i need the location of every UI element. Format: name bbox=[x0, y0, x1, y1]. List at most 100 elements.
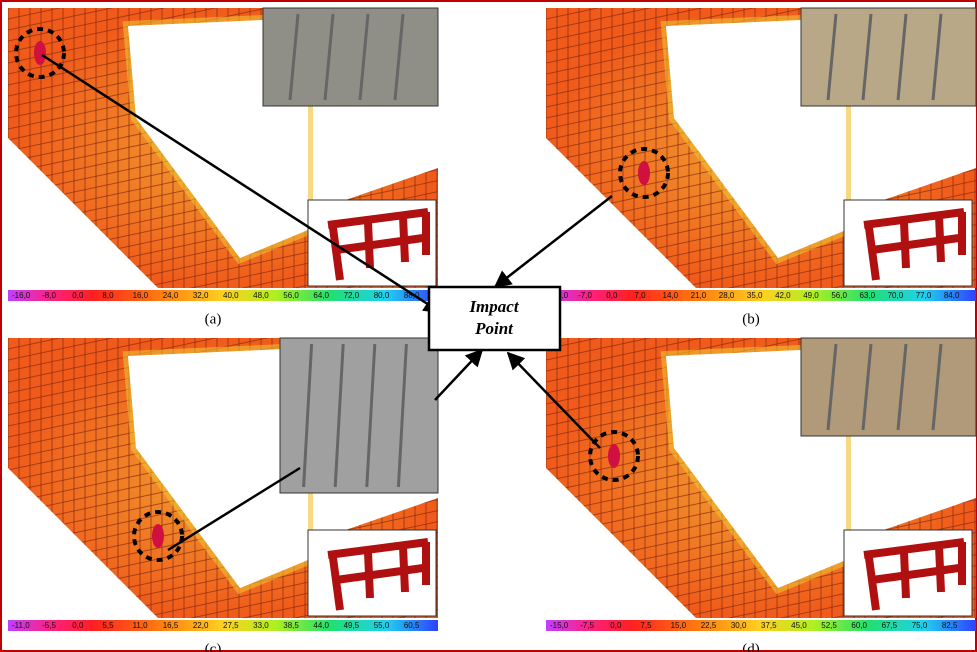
scale-label: 8,0 bbox=[102, 291, 114, 300]
scale-label: 37,5 bbox=[761, 621, 777, 630]
color-bar bbox=[546, 620, 976, 631]
impact-circle bbox=[14, 27, 66, 79]
scale-label: 5,5 bbox=[102, 621, 114, 630]
callout-text: Impact bbox=[468, 297, 519, 316]
scale-label: 67,5 bbox=[882, 621, 898, 630]
impact-spot bbox=[638, 161, 650, 185]
photo-detail bbox=[931, 13, 943, 101]
panel: -14,0-7,00,07,014,021,028,035,042,049,05… bbox=[546, 7, 977, 327]
photo-detail bbox=[396, 343, 408, 488]
scale-label: 64,0 bbox=[313, 291, 329, 300]
inset-frame bbox=[327, 538, 430, 611]
scale-label: 16,5 bbox=[163, 621, 179, 630]
inset-frame bbox=[863, 208, 966, 281]
scale-label: 24,0 bbox=[163, 291, 179, 300]
arrow bbox=[506, 351, 601, 449]
photo-detail bbox=[896, 13, 908, 101]
scale-label: 27,5 bbox=[223, 621, 239, 630]
inset-frame bbox=[863, 538, 966, 611]
arrow bbox=[434, 348, 484, 401]
scale-label: 44,0 bbox=[313, 621, 329, 630]
scale-label: 48,0 bbox=[253, 291, 269, 300]
scale-label: 0,0 bbox=[606, 291, 618, 300]
scale-label: 0,0 bbox=[72, 621, 84, 630]
color-scale: -11,0 -5,5 0,0 5,5 11,0 16,5 22,0 27,5 33,0 38,5 4… bbox=[8, 620, 438, 631]
scale-label: -7,5 bbox=[580, 621, 594, 630]
scale-label: -11,0 bbox=[12, 621, 30, 630]
scale-label: 55,0 bbox=[374, 621, 390, 630]
scale-label: 42,0 bbox=[775, 291, 791, 300]
scale-label: 63,0 bbox=[859, 291, 875, 300]
impact-spot bbox=[152, 524, 164, 548]
color-bar bbox=[546, 290, 976, 301]
scale-label: -5,5 bbox=[42, 621, 56, 630]
scale-label: 60,5 bbox=[404, 621, 420, 630]
scale-label: -16,0 bbox=[12, 291, 31, 300]
panels: -16,0 -8,0 0,0 8,0 16,0 24,0 32,0 40,0 48,0 56,0 6… bbox=[8, 7, 977, 652]
scale-label: 22,0 bbox=[193, 621, 209, 630]
scale-label: 0,0 bbox=[72, 291, 84, 300]
impact-circle bbox=[618, 147, 670, 199]
scale-label: 82,5 bbox=[942, 621, 958, 630]
scale-label: 21,0 bbox=[691, 291, 707, 300]
scale-label: 75,0 bbox=[912, 621, 928, 630]
inset-photo bbox=[262, 7, 439, 107]
scale-label: 52,5 bbox=[821, 621, 837, 630]
photo-detail bbox=[861, 13, 873, 101]
scale-label: 11,0 bbox=[133, 621, 149, 630]
scale-label: 84,0 bbox=[944, 291, 960, 300]
scale-label: 60,0 bbox=[851, 621, 867, 630]
panel: -16,0 -8,0 0,0 8,0 16,0 24,0 32,0 40,0 48,0 56,0 6… bbox=[8, 7, 439, 327]
scale-label: -15,0 bbox=[550, 621, 569, 630]
color-bar bbox=[8, 290, 438, 301]
panel-label: (b) bbox=[742, 311, 760, 327]
photo-detail bbox=[333, 343, 345, 488]
arrow bbox=[41, 53, 442, 314]
color-scale: -14,0-7,00,07,014,021,028,035,042,049,05… bbox=[546, 290, 976, 301]
scale-label: 16,0 bbox=[133, 291, 149, 300]
panel-label: (c) bbox=[205, 641, 222, 652]
scale-label: 45,0 bbox=[791, 621, 807, 630]
scale-label: 88,0 bbox=[404, 291, 420, 300]
arrow bbox=[167, 466, 301, 552]
scale-label: 72,0 bbox=[344, 291, 360, 300]
scale-label: 80,0 bbox=[374, 291, 390, 300]
photo-detail bbox=[288, 13, 300, 101]
panel: -15,0 -7,5 0,0 7,5 15,0 22,5 30,0 37,5 45,0 52,5 6… bbox=[546, 337, 977, 652]
photo-detail bbox=[365, 343, 377, 488]
scale-label: 33,0 bbox=[253, 621, 269, 630]
arrows bbox=[41, 53, 613, 552]
scale-label: 77,0 bbox=[916, 291, 932, 300]
scale-label: 49,0 bbox=[803, 291, 819, 300]
arrow bbox=[493, 195, 613, 289]
scale-label: 56,0 bbox=[831, 291, 847, 300]
panel: -11,0 -5,5 0,0 5,5 11,0 16,5 22,0 27,5 33,0 38,5 4… bbox=[8, 337, 439, 652]
color-bar bbox=[8, 620, 438, 631]
callout-text: Point bbox=[474, 319, 514, 338]
scale-label: 56,0 bbox=[283, 291, 299, 300]
inset-frame bbox=[327, 208, 430, 281]
photo-detail bbox=[302, 343, 314, 488]
scale-label: 30,0 bbox=[731, 621, 747, 630]
impact-box bbox=[427, 285, 562, 352]
scale-label: 0,0 bbox=[610, 621, 622, 630]
scale-label: 14,0 bbox=[663, 291, 679, 300]
inset-photo bbox=[800, 7, 977, 107]
scale-label: 28,0 bbox=[719, 291, 735, 300]
scale-label: 35,0 bbox=[747, 291, 763, 300]
scale-label: 32,0 bbox=[193, 291, 209, 300]
impact-spot bbox=[608, 444, 620, 468]
color-scale: -16,0 -8,0 0,0 8,0 16,0 24,0 32,0 40,0 48,0 56,0 6… bbox=[8, 290, 438, 301]
scale-label: 70,0 bbox=[888, 291, 904, 300]
photo-detail bbox=[323, 13, 335, 101]
photo-detail bbox=[896, 343, 908, 431]
photo-detail bbox=[393, 13, 405, 101]
scale-label: -7,0 bbox=[578, 291, 592, 300]
scale-label: 22,5 bbox=[701, 621, 717, 630]
scale-label: 49,5 bbox=[344, 621, 360, 630]
scale-label: 7,0 bbox=[634, 291, 646, 300]
photo-detail bbox=[861, 343, 873, 431]
panel-label: (a) bbox=[205, 311, 222, 327]
